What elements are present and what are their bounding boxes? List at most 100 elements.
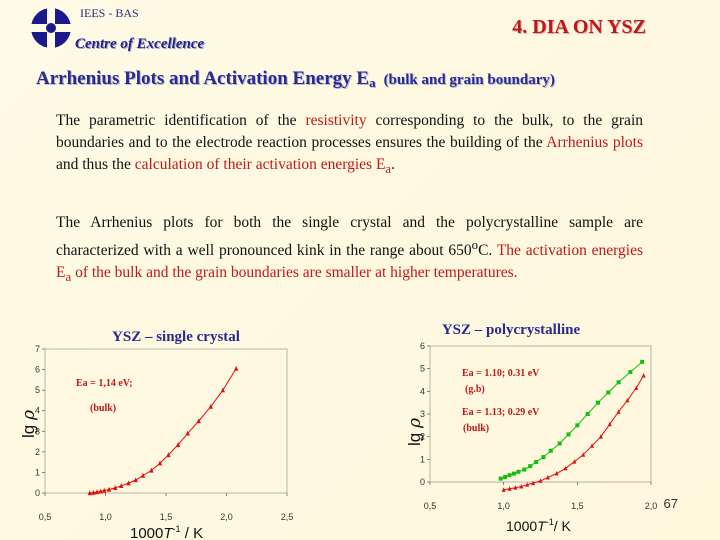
x-axis-label: 1000T-1 / K [130,524,203,540]
x-tick-label: 1,5 [160,512,173,522]
data-point [598,434,603,439]
x-axis-label-var: T [163,525,174,540]
x-tick-label: 0,5 [424,501,437,511]
chart-annotation: Ea = 1,14 eV; [76,378,132,389]
data-point [166,452,171,458]
chart-title: YSZ – polycrystalline [442,322,581,338]
y-tick-label: 0 [35,488,40,498]
data-point [590,443,595,448]
chart-annotation: (bulk) [90,403,116,414]
data-point [511,471,516,476]
p2-text-2: C. [478,242,497,260]
organization-name: IEES - BAS [80,6,139,20]
x-axis-label-exp: -1 [173,524,181,534]
p2-highlight-energies-rest: of the bulk and the grain boundaries are… [71,264,518,282]
y-tick-label: 6 [35,365,40,375]
y-tick-label: 6 [420,341,425,351]
data-point [640,359,645,364]
data-point [563,465,568,471]
p1-highlight-arrhenius: Arrhenius plots [546,134,643,151]
x-axis-label-var: T [537,518,547,534]
data-point [91,489,96,495]
data-point [616,380,621,385]
chart-annotation: (bulk) [463,423,489,434]
paragraph-kink: The Arrhenius plots for both the single … [56,212,643,288]
y-tick-label: 4 [420,386,425,396]
data-point [616,409,621,414]
data-point [208,403,213,409]
data-point [606,390,611,395]
chart-annotation: Ea = 1.10; 0.31 eV [462,368,540,379]
data-point [557,441,562,446]
data-point [94,489,100,495]
data-point [566,432,571,437]
x-axis-label-exp: -1 [546,517,554,527]
data-point [513,485,518,490]
y-tick-label: 5 [35,385,40,395]
y-tick-label: 4 [35,406,40,416]
data-point [545,474,550,480]
data-point [503,475,508,480]
data-point [554,470,559,476]
y-axis-label-rho: ρ [19,410,39,421]
p2-highlight-energies: The activation energies E [56,242,643,282]
data-point [157,460,163,466]
y-tick-label: 7 [35,344,40,354]
data-point [501,487,506,492]
data-point [531,480,536,486]
series-line [503,375,645,491]
chart-title: YSZ – single crystal [112,329,240,345]
data-point [106,486,112,492]
data-point [149,467,154,473]
data-point [119,483,124,488]
p1-text-2: corresponding to the bulk, to the grain … [56,112,643,151]
x-tick-label: 2,0 [220,512,233,522]
y-axis-label-lg: lg [19,420,38,438]
x-axis-label-unit: / K [554,518,572,534]
chart-annotation: Ea = 1.13; 0.29 eV [462,407,540,418]
slide-subtitle: Arrhenius Plots and Activation Energy Ea… [36,68,555,91]
data-point [585,412,590,416]
x-axis-label-number: 1000 [506,518,537,534]
data-point [641,372,646,378]
y-axis-label-rho: ρ [405,418,425,429]
data-point [126,480,131,486]
p1-text-3: and thus the [56,156,135,173]
data-point [541,455,546,460]
y-tick-label: 2 [420,432,425,442]
paragraph-identification: The parametric identification of the res… [56,110,643,180]
data-point [98,488,103,494]
data-point [196,418,201,424]
y-axis-label-lg: lg [405,428,424,446]
data-point [625,397,630,403]
data-point [498,476,503,481]
data-point [112,485,118,491]
y-tick-label: 1 [420,454,425,464]
x-tick-label: 2,5 [281,512,294,522]
y-tick-label: 1 [35,467,40,477]
data-point [534,460,539,465]
p1-highlight-activation: calculation of their activation energies… [134,156,386,173]
data-point [572,459,577,464]
data-point [140,472,146,478]
data-point [548,448,553,453]
data-point [175,441,181,447]
y-axis-label: lg ρ [405,418,425,446]
x-axis-label: 1000T-1/ K [506,517,572,534]
data-point [607,421,612,427]
p1-text-1: The parametric identification of the [56,112,306,129]
plot-frame [44,348,288,494]
data-point [595,400,600,405]
slide-title: 4. DIA ON YSZ [512,16,646,38]
data-point [220,387,226,393]
y-tick-label: 2 [35,447,40,457]
data-point [133,477,138,483]
data-point [87,490,92,496]
data-point [528,464,533,469]
data-point [581,452,586,457]
y-tick-label: 3 [420,409,425,419]
p1-highlight-subscript: a [385,161,392,177]
data-point [507,486,512,491]
y-axis-label: lg ρ [19,410,39,438]
data-point [519,484,524,489]
